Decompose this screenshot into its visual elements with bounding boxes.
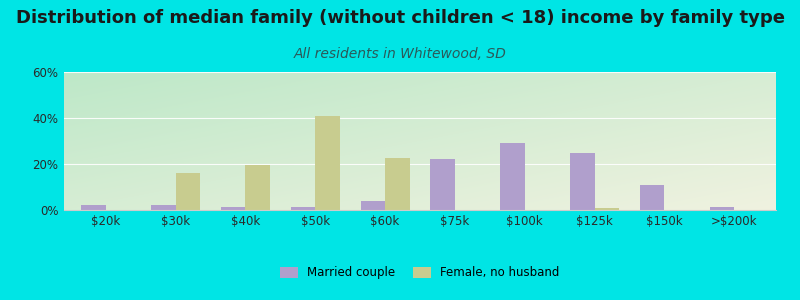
Bar	[710, 206, 734, 210]
Bar	[570, 152, 594, 210]
Bar	[640, 185, 664, 210]
Bar	[594, 208, 619, 210]
Bar	[500, 143, 525, 210]
Text: All residents in Whitewood, SD: All residents in Whitewood, SD	[294, 46, 506, 61]
Bar	[176, 173, 200, 210]
Bar	[82, 206, 106, 210]
Text: Distribution of median family (without children < 18) income by family type: Distribution of median family (without c…	[15, 9, 785, 27]
Bar	[430, 159, 455, 210]
Bar	[315, 116, 340, 210]
Bar	[151, 206, 176, 210]
Bar	[291, 206, 315, 210]
Bar	[246, 165, 270, 210]
Bar	[385, 158, 410, 210]
Legend: Married couple, Female, no husband: Married couple, Female, no husband	[275, 262, 565, 284]
Bar	[221, 206, 246, 210]
Bar	[361, 201, 385, 210]
